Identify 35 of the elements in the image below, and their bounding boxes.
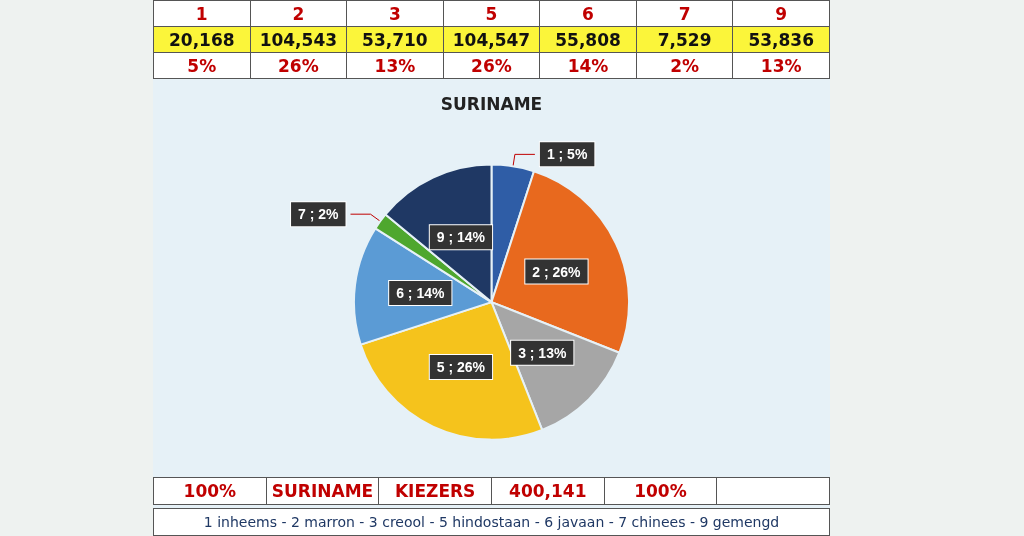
text: 2%: [636, 52, 733, 79]
text: 26%: [443, 52, 540, 79]
text: 14%: [539, 52, 637, 79]
text: SURINAME: [266, 477, 379, 505]
category-label: 7: [636, 0, 733, 27]
text: 13%: [732, 52, 830, 79]
data-label: 104,543: [250, 26, 347, 53]
data-label: 7,529: [636, 26, 733, 53]
category-label: 9: [732, 0, 830, 27]
category-label: 5: [443, 0, 540, 27]
data-label: 6 ; 14%: [396, 285, 445, 302]
data-label: 2 ; 26%: [532, 263, 582, 280]
data-label: 3 ; 13%: [518, 344, 567, 361]
category-label: 3: [346, 0, 444, 27]
chart-title: SURINAME: [440, 93, 543, 114]
text: 400,141: [491, 477, 605, 505]
text: 1 inheems - 2 marron - 3 creool - 5 hindostaan - 6 javaan - 7 chinees - 9 gemengd: [153, 508, 830, 536]
data-label: 53,836: [732, 26, 830, 53]
data-label: 20,168: [153, 26, 251, 53]
text: KIEZERS: [378, 477, 492, 505]
data-label: 1 ; 5%: [546, 146, 588, 163]
data-label: 53,710: [346, 26, 444, 53]
data-label: 55,808: [539, 26, 637, 53]
text: 13%: [346, 52, 444, 79]
text: 5%: [153, 52, 251, 79]
text: 26%: [250, 52, 347, 79]
category-label: 6: [539, 0, 637, 27]
data-label: 104,547: [443, 26, 540, 53]
data-label: 5 ; 26%: [436, 359, 486, 376]
category-label: 2: [250, 0, 347, 27]
data-label: 7 ; 2%: [298, 206, 340, 223]
text: 100%: [604, 477, 717, 505]
category-label: 1: [153, 0, 251, 27]
text: 100%: [153, 477, 267, 505]
data-label: 9 ; 14%: [436, 229, 486, 246]
